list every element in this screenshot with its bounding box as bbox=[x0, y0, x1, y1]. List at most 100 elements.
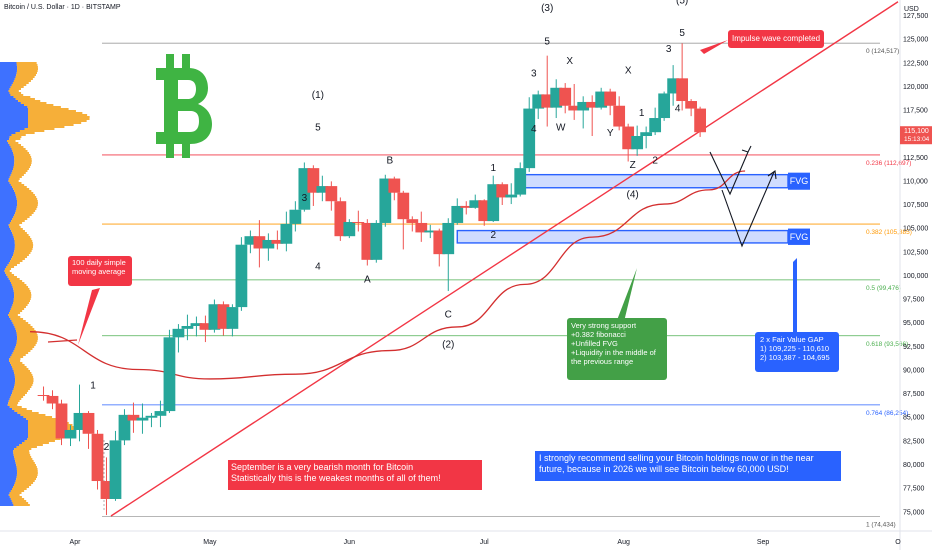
impulse-pointer bbox=[700, 40, 728, 54]
candle-body bbox=[343, 222, 356, 237]
volume-bar bbox=[16, 200, 38, 202]
candle-body bbox=[640, 132, 653, 136]
volume-bar bbox=[11, 306, 26, 308]
volume-bar bbox=[0, 76, 16, 78]
volume-bar bbox=[14, 372, 32, 374]
moving-average-line bbox=[47, 339, 78, 343]
wave-label: X bbox=[566, 56, 573, 67]
volume-bar bbox=[0, 82, 13, 84]
volume-bar bbox=[12, 352, 29, 354]
volume-bar bbox=[0, 340, 17, 342]
volume-bar bbox=[0, 80, 14, 82]
wave-label: (4) bbox=[627, 189, 639, 200]
volume-bar bbox=[14, 458, 33, 460]
volume-bar bbox=[0, 334, 17, 336]
volume-bar bbox=[17, 472, 38, 474]
fvg-tag bbox=[788, 172, 810, 190]
price-tick: 75,000 bbox=[903, 509, 925, 516]
september-note: September is a very bearish month for Bi… bbox=[228, 460, 482, 490]
volume-bar bbox=[6, 140, 16, 142]
volume-bar bbox=[0, 234, 13, 236]
volume-bar bbox=[0, 400, 9, 402]
volume-bar bbox=[28, 434, 71, 436]
volume-bar bbox=[0, 286, 13, 288]
volume-bar bbox=[0, 210, 16, 212]
volume-bar bbox=[14, 246, 33, 248]
volume-bar bbox=[0, 178, 9, 180]
volume-bar bbox=[0, 456, 15, 458]
volume-bar bbox=[14, 374, 33, 376]
fib-label: 0 (124,517) bbox=[866, 48, 899, 55]
volume-bar bbox=[0, 318, 11, 320]
volume-bar bbox=[28, 116, 90, 118]
volume-bar bbox=[0, 386, 15, 388]
candle-body bbox=[370, 222, 383, 260]
candle-body bbox=[64, 429, 77, 439]
volume-bar bbox=[0, 300, 14, 302]
volume-bar bbox=[0, 398, 10, 400]
volume-bar bbox=[0, 62, 17, 64]
wave-label: (3) bbox=[541, 3, 553, 14]
volume-bar bbox=[11, 134, 26, 136]
volume-bar bbox=[0, 504, 14, 506]
candles bbox=[37, 43, 707, 516]
time-axis: Apr May Jun Jul Aug Sep O bbox=[0, 530, 932, 546]
price-tick: 95,000 bbox=[903, 320, 925, 327]
volume-bar bbox=[0, 104, 25, 106]
volume-bar bbox=[9, 176, 22, 178]
volume-bar bbox=[0, 180, 9, 182]
volume-bar bbox=[0, 138, 10, 140]
volume-bar bbox=[16, 334, 38, 336]
volume-bar bbox=[11, 284, 27, 286]
projection-path bbox=[721, 171, 775, 248]
volume-bar bbox=[0, 382, 15, 384]
volume-bar bbox=[0, 88, 10, 90]
candle-body bbox=[604, 91, 617, 106]
price-tick: 80,000 bbox=[903, 462, 925, 469]
volume-bar bbox=[0, 110, 28, 112]
volume-bar bbox=[14, 162, 32, 164]
volume-bar bbox=[17, 202, 38, 204]
volume-bar bbox=[0, 328, 16, 330]
candle-body bbox=[325, 186, 338, 202]
volume-bar bbox=[0, 66, 18, 68]
volume-bar bbox=[0, 68, 18, 70]
wave-label: 5 bbox=[315, 122, 321, 133]
volume-bar bbox=[0, 166, 14, 168]
volume-bar bbox=[14, 242, 33, 244]
volume-bar bbox=[0, 280, 10, 282]
volume-bar bbox=[16, 446, 37, 448]
candle-body bbox=[109, 440, 122, 499]
volume-bar bbox=[15, 346, 35, 348]
volume-bar bbox=[12, 82, 29, 84]
volume-bar bbox=[11, 84, 27, 86]
volume-bar bbox=[0, 250, 15, 252]
volume-bar bbox=[14, 386, 32, 388]
volume-bar bbox=[0, 182, 10, 184]
volume-bar bbox=[10, 94, 24, 96]
volume-bar bbox=[0, 136, 10, 138]
fvg-zones: FVG FVG bbox=[456, 172, 810, 245]
volume-bar bbox=[0, 346, 16, 348]
volume-bar bbox=[0, 260, 11, 262]
volume-bar bbox=[0, 172, 12, 174]
volume-bar bbox=[0, 376, 15, 378]
price-tick: 120,000 bbox=[903, 84, 928, 91]
volume-bar bbox=[12, 234, 29, 236]
candle-body bbox=[694, 108, 707, 133]
volume-bar bbox=[28, 108, 69, 110]
volume-bar bbox=[13, 450, 30, 452]
volume-bar bbox=[27, 106, 61, 108]
volume-bar bbox=[0, 476, 17, 478]
volume-bar bbox=[0, 86, 11, 88]
volume-bar bbox=[11, 258, 25, 260]
volume-bar bbox=[0, 96, 14, 98]
volume-bar bbox=[8, 494, 20, 496]
volume-bar bbox=[15, 212, 34, 214]
volume-bar bbox=[0, 362, 11, 364]
volume-bar bbox=[0, 276, 8, 278]
volume-bar bbox=[16, 206, 38, 208]
wave-label: (1) bbox=[312, 90, 324, 101]
volume-bar bbox=[0, 480, 16, 482]
